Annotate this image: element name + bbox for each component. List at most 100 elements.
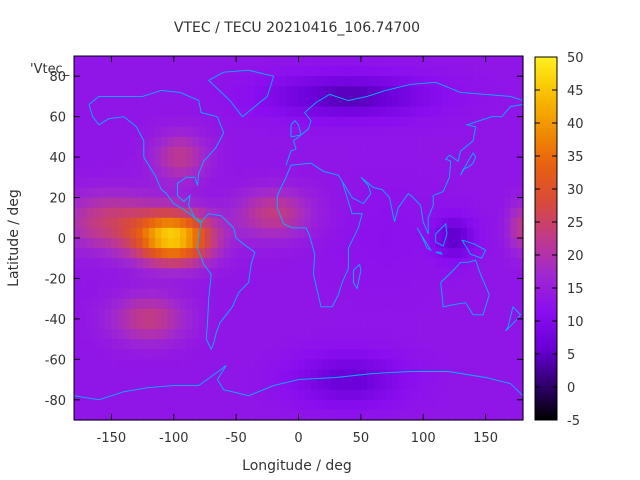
heatmap-cell xyxy=(298,399,306,411)
heatmap-cell xyxy=(130,177,137,189)
heatmap-cell xyxy=(198,288,206,300)
heatmap-cell xyxy=(398,126,406,138)
heatmap-cell xyxy=(454,66,462,77)
heatmap-cell xyxy=(211,288,219,300)
heatmap-cell xyxy=(335,238,343,249)
heatmap-cell xyxy=(148,379,156,391)
heatmap-cell xyxy=(342,96,349,108)
heatmap-cell xyxy=(117,76,125,87)
heatmap-cell xyxy=(217,217,225,229)
heatmap-cell xyxy=(348,106,356,118)
heatmap-cell xyxy=(392,126,399,138)
heatmap-cell xyxy=(367,56,374,67)
heatmap-cell xyxy=(105,177,113,189)
heatmap-cell xyxy=(123,258,131,269)
heatmap-cell xyxy=(86,359,94,371)
heatmap-cell xyxy=(167,298,175,310)
heatmap-cell xyxy=(310,136,318,148)
heatmap-cell xyxy=(385,56,393,67)
heatmap-cell xyxy=(348,318,356,330)
heatmap-cell xyxy=(385,136,393,148)
heatmap-cell xyxy=(111,278,119,290)
heatmap-cell xyxy=(279,157,287,168)
heatmap-cell xyxy=(460,359,468,371)
heatmap-cell xyxy=(323,56,331,67)
heatmap-cell xyxy=(242,197,250,209)
heatmap-cell xyxy=(142,76,150,87)
heatmap-cell xyxy=(98,56,106,67)
heatmap-cell xyxy=(180,106,187,118)
heatmap-cell xyxy=(466,136,474,148)
heatmap-cell xyxy=(367,409,374,421)
heatmap-cell xyxy=(242,369,250,381)
heatmap-cell xyxy=(354,157,362,168)
heatmap-cell xyxy=(86,177,94,189)
heatmap-cell xyxy=(491,207,499,219)
heatmap-cell xyxy=(435,96,443,108)
heatmap-cell xyxy=(254,278,262,290)
heatmap-cell xyxy=(435,157,443,168)
heatmap-cell xyxy=(286,187,293,199)
heatmap-cell xyxy=(167,248,175,259)
heatmap-cell xyxy=(516,147,524,158)
heatmap-cell xyxy=(379,167,387,178)
heatmap-cell xyxy=(335,268,343,280)
heatmap-cell xyxy=(92,157,100,168)
heatmap-cell xyxy=(186,369,194,381)
heatmap-cell xyxy=(448,116,456,128)
heatmap-cell xyxy=(161,308,169,320)
heatmap-cell xyxy=(273,318,281,330)
heatmap-cell xyxy=(229,318,237,330)
heatmap-cell xyxy=(192,329,200,340)
heatmap-cell xyxy=(92,248,100,259)
heatmap-cell xyxy=(398,227,406,239)
heatmap-cell xyxy=(354,136,362,148)
heatmap-cell xyxy=(298,76,306,87)
heatmap-cell xyxy=(74,56,81,67)
heatmap-cell xyxy=(198,207,206,219)
heatmap-cell xyxy=(410,399,418,411)
heatmap-cell xyxy=(298,258,306,269)
heatmap-cell xyxy=(261,318,268,330)
heatmap-cell xyxy=(516,369,524,381)
heatmap-cell xyxy=(186,258,194,269)
heatmap-cell xyxy=(323,207,331,219)
heatmap-cell xyxy=(123,157,131,168)
heatmap-cell xyxy=(516,288,524,300)
heatmap-cell xyxy=(479,318,487,330)
heatmap-cell xyxy=(448,389,456,401)
heatmap-cell xyxy=(498,227,505,239)
heatmap-cell xyxy=(454,379,462,391)
heatmap-cell xyxy=(323,369,331,381)
heatmap-cell xyxy=(460,389,468,401)
heatmap-cell xyxy=(198,349,206,360)
heatmap-cell xyxy=(86,399,94,411)
heatmap-cell xyxy=(385,409,393,421)
heatmap-cell xyxy=(310,227,318,239)
heatmap-cell xyxy=(423,248,431,259)
heatmap-cell xyxy=(155,329,162,340)
heatmap-cell xyxy=(229,308,237,320)
heatmap-cell xyxy=(491,136,499,148)
heatmap-cell xyxy=(304,318,312,330)
heatmap-cell xyxy=(92,288,100,300)
heatmap-cell xyxy=(186,349,194,360)
heatmap-cell xyxy=(130,248,137,259)
heatmap-cell xyxy=(223,126,231,138)
x-tick-label: 50 xyxy=(353,431,370,446)
heatmap-cell xyxy=(329,136,337,148)
heatmap-cell xyxy=(473,207,480,219)
heatmap-cell xyxy=(192,157,200,168)
heatmap-cell xyxy=(404,318,412,330)
heatmap-cell xyxy=(111,56,119,67)
heatmap-cell xyxy=(229,147,237,158)
heatmap-cell xyxy=(510,96,518,108)
heatmap-cell xyxy=(385,157,393,168)
heatmap-cell xyxy=(498,167,505,178)
heatmap-cell xyxy=(192,298,200,310)
heatmap-cell xyxy=(416,369,424,381)
heatmap-cell xyxy=(367,399,374,411)
heatmap-cell xyxy=(454,96,462,108)
heatmap-cell xyxy=(267,76,275,87)
heatmap-cell xyxy=(367,349,374,360)
